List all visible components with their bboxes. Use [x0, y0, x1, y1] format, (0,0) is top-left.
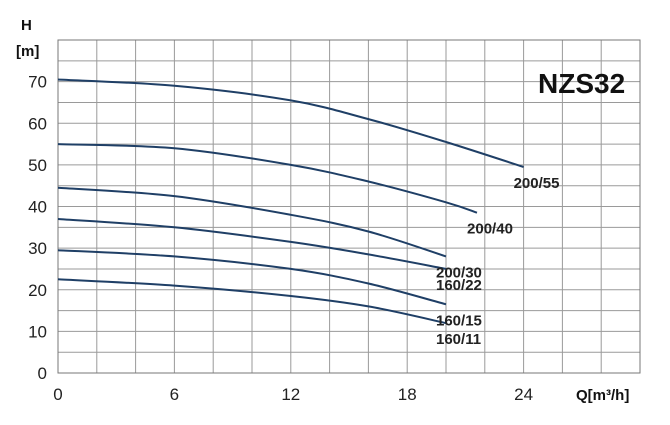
- x-tick-label: 6: [170, 385, 179, 404]
- y-tick-label: 50: [28, 156, 47, 175]
- y-tick-label: 20: [28, 281, 47, 300]
- y-tick-label: 70: [28, 73, 47, 92]
- y-tick-label: 10: [28, 322, 47, 341]
- series-line-160-15: [57, 249, 447, 306]
- series-label: 200/30: [436, 264, 482, 281]
- series-label: 200/55: [514, 175, 560, 192]
- x-tick-label: 12: [281, 385, 300, 404]
- y-tick-label: 0: [38, 364, 47, 383]
- labels: 0 6 12 18 24 0 10 20 30 40 50 60 70 200/55 200/40 200/3…: [28, 73, 559, 404]
- y-tick-label: 60: [28, 114, 47, 133]
- series-label: 160/22: [436, 277, 482, 294]
- series-line-200-30: [57, 186, 447, 258]
- x-tick-label: 18: [398, 385, 417, 404]
- x-axis-label: Q[m³/h]: [576, 387, 629, 404]
- series-line-200-40: [57, 143, 478, 214]
- series-label: 200/40: [467, 221, 513, 238]
- series-line-200-55: [57, 78, 524, 168]
- grid: [57, 39, 641, 374]
- series-line-160-11: [57, 278, 447, 325]
- y-axis-unit: [m]: [16, 43, 39, 60]
- x-tick-label: 24: [514, 385, 533, 404]
- chart-title: NZS32: [538, 68, 625, 99]
- series-label: 160/11: [436, 331, 481, 348]
- y-tick-label: 30: [28, 239, 47, 258]
- series-line-160-22: [57, 218, 447, 270]
- plot-border: [57, 39, 641, 374]
- x-tick-label: 0: [53, 385, 62, 404]
- series-label: 160/15: [436, 312, 482, 329]
- curves: [57, 78, 524, 325]
- y-tick-label: 40: [28, 198, 47, 217]
- y-axis-symbol: H: [21, 17, 32, 34]
